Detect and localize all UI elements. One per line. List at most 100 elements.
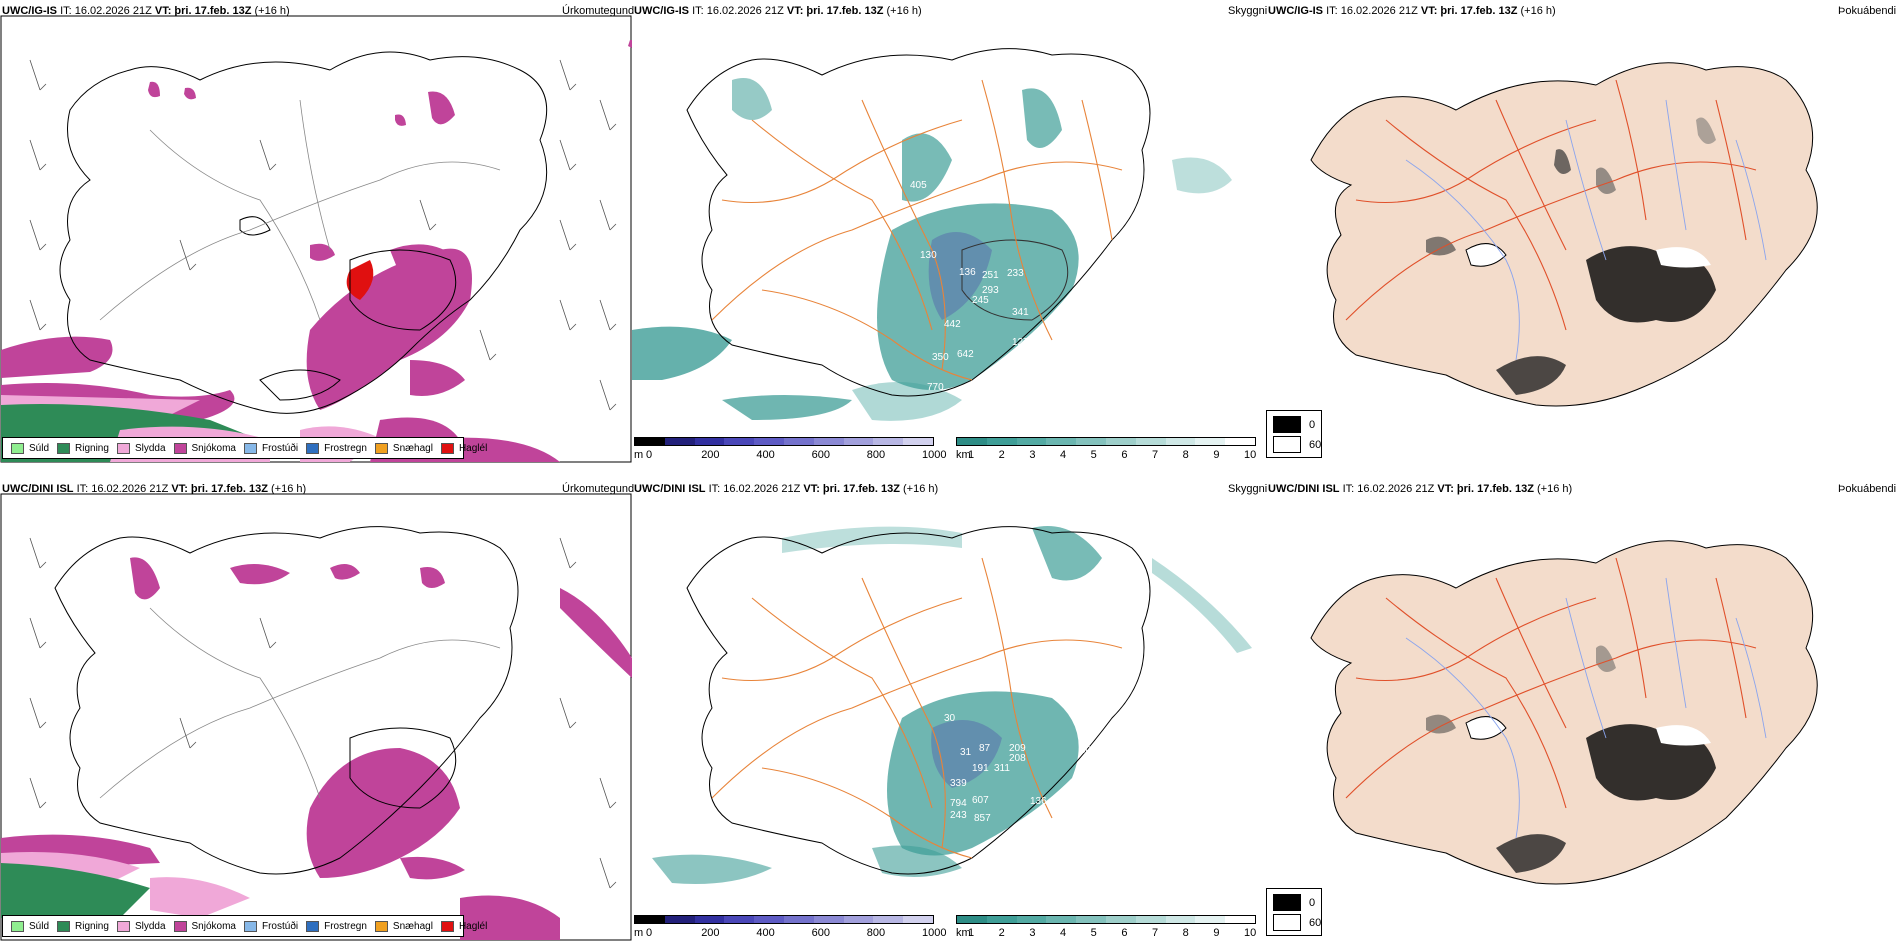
colorbar-tick: 9 xyxy=(1213,927,1220,939)
colorbar-tick: 1 xyxy=(968,449,975,461)
legend-item: Rigning xyxy=(57,442,109,454)
colorbar-unit: m xyxy=(634,449,644,461)
legend-swatch xyxy=(306,920,320,932)
cloud-base-label: 31 xyxy=(960,747,972,758)
model-name: UWC/IG-IS xyxy=(634,5,689,17)
model-name: UWC/DINI ISL xyxy=(1268,483,1340,495)
fog-legend: 0 60 xyxy=(1266,888,1322,936)
vt-label: VT: xyxy=(154,5,172,17)
cloud-base-label: 191 xyxy=(972,763,989,774)
fog-map xyxy=(1310,540,1818,885)
panel-header: UWC/DINI ISL IT: 16.02.2026 21Z VT: þri.… xyxy=(634,483,938,495)
legend-label: Snæhagl xyxy=(392,920,433,932)
colorbar-tick: 7 xyxy=(1152,927,1159,939)
legend-item: Frostúði xyxy=(243,920,298,932)
valid-time: þri. 17.feb. 13Z xyxy=(822,483,900,495)
legend-item: Haglél xyxy=(440,442,487,454)
fog-panel-row2: UWC/DINI ISL IT: 16.02.2026 21Z VT: þri.… xyxy=(1266,478,1900,946)
panel-title: Skyggni xyxy=(1228,5,1268,17)
lead-time: (+16 h) xyxy=(886,5,922,17)
cloud-base-label: 642 xyxy=(957,349,974,360)
cloud-base-label: 341 xyxy=(1012,307,1029,318)
legend-label: Snæhagl xyxy=(392,442,433,454)
colorbar-tick: 0 xyxy=(646,927,653,939)
cloud-base-label: 243 xyxy=(950,810,967,821)
lead-time: (+16 h) xyxy=(254,5,290,17)
panel-title: Úrkomutegund xyxy=(562,483,635,495)
valid-time: þri. 17.feb. 13Z xyxy=(174,5,252,17)
panel-title: Úrkomutegund xyxy=(562,5,635,17)
panel-title: Þokuábendi xyxy=(1838,483,1897,495)
colorbar-tick: 10 xyxy=(1244,927,1257,939)
cloud-base-label: 405 xyxy=(910,180,927,191)
panel-title: Þokuábendi xyxy=(1838,5,1897,17)
cloud-base-label: 208 xyxy=(1009,753,1026,764)
colorbar-unit: km xyxy=(956,449,971,461)
legend-label: Snjókoma xyxy=(191,442,236,454)
vt-label: VT: xyxy=(1437,483,1454,495)
colorbar-tick: 4 xyxy=(1060,449,1067,461)
colorbar-tick: 6 xyxy=(1121,449,1128,461)
valid-time: þri. 17.feb. 13Z xyxy=(190,483,268,495)
cloud-base-label: 30 xyxy=(944,713,956,724)
cloud-base-label: 350 xyxy=(932,352,949,363)
cloud-base-label: 127 xyxy=(1012,337,1029,348)
fog-legend-max: 60 xyxy=(1309,916,1322,929)
legend-item: Rigning xyxy=(57,920,109,932)
precip-panel-row2: UWC/DINI ISL IT: 16.02.2026 21Z VT: þri.… xyxy=(0,478,635,946)
legend-item: Haglél xyxy=(440,920,488,932)
cloud-base-label: 136 xyxy=(959,267,976,278)
valid-time: þri. 17.feb. 13Z xyxy=(1440,5,1518,17)
init-time: IT: 16.02.2026 21Z xyxy=(60,5,152,17)
cloud-base-label: 584 xyxy=(904,662,921,673)
fog-legend: 0 60 xyxy=(1266,410,1322,458)
valid-time: þri. 17.feb. 13Z xyxy=(1456,483,1534,495)
legend-item: Súld xyxy=(11,920,49,932)
colorbar-tick: 6 xyxy=(1121,927,1128,939)
precip-legend: Súld Rigning Slydda Snjókoma Frostúði Frostre… xyxy=(2,437,487,459)
panel-title: Skyggni xyxy=(1228,483,1268,495)
fog-legend-max: 60 xyxy=(1309,438,1322,451)
legend-swatch xyxy=(440,920,454,932)
colorbar-tick: 5 xyxy=(1090,927,1097,939)
panel-header: UWC/IG-IS IT: 16.02.2026 21Z VT: þri. 17… xyxy=(634,5,922,17)
colorbar-tick: 800 xyxy=(866,449,886,461)
cloud-base-label: 277 xyxy=(1094,602,1111,613)
fog-legend-min: 0 xyxy=(1309,896,1316,909)
legend-item: Snæhagl xyxy=(374,442,433,454)
colorbar-tick: 200 xyxy=(701,927,720,939)
legend-swatch xyxy=(243,442,257,454)
colorbar-tick: 9 xyxy=(1213,449,1220,461)
colorbar-tick: 2 xyxy=(998,449,1005,461)
cloud-base-label: 233 xyxy=(1007,268,1024,279)
legend-item: Súld xyxy=(11,442,50,454)
legend-label: Súld xyxy=(29,442,50,454)
legend-swatch xyxy=(57,442,71,454)
legend-swatch xyxy=(440,442,454,454)
lead-time: (+16 h) xyxy=(1520,5,1556,17)
legend-swatch xyxy=(374,920,388,932)
precip-legend: Súld Rigning Slydda Snjókoma Frostúði Frostre… xyxy=(2,915,487,937)
colorbar-tick: 7 xyxy=(1152,449,1159,461)
legend-label: Slydda xyxy=(134,920,166,932)
legend-label: Haglél xyxy=(458,920,488,932)
panel-header: UWC/DINI ISL IT: 16.02.2026 21Z VT: þri.… xyxy=(1268,483,1572,495)
colorbar-tick: 400 xyxy=(756,449,775,461)
legend-item: Slydda xyxy=(116,920,166,932)
legend-swatch xyxy=(57,920,71,932)
cloud-base-label: 442 xyxy=(944,319,961,330)
vt-label: VT: xyxy=(171,483,188,495)
legend-item: Frostregn xyxy=(306,442,367,454)
colorbar-tick: 8 xyxy=(1182,449,1189,461)
cloud-base-label: 87 xyxy=(979,743,991,754)
lead-time: (+16 h) xyxy=(903,483,939,495)
colorbar-tick: 10 xyxy=(1244,449,1257,461)
colorbar-tick: 800 xyxy=(866,927,886,939)
precip-map xyxy=(0,493,632,941)
colorbar-tick: 1000 xyxy=(922,449,947,461)
legend-label: Rigning xyxy=(75,920,109,932)
fog-panel-row1: UWC/IG-IS IT: 16.02.2026 21Z VT: þri. 17… xyxy=(1266,0,1900,468)
lead-time: (+16 h) xyxy=(1537,483,1573,495)
